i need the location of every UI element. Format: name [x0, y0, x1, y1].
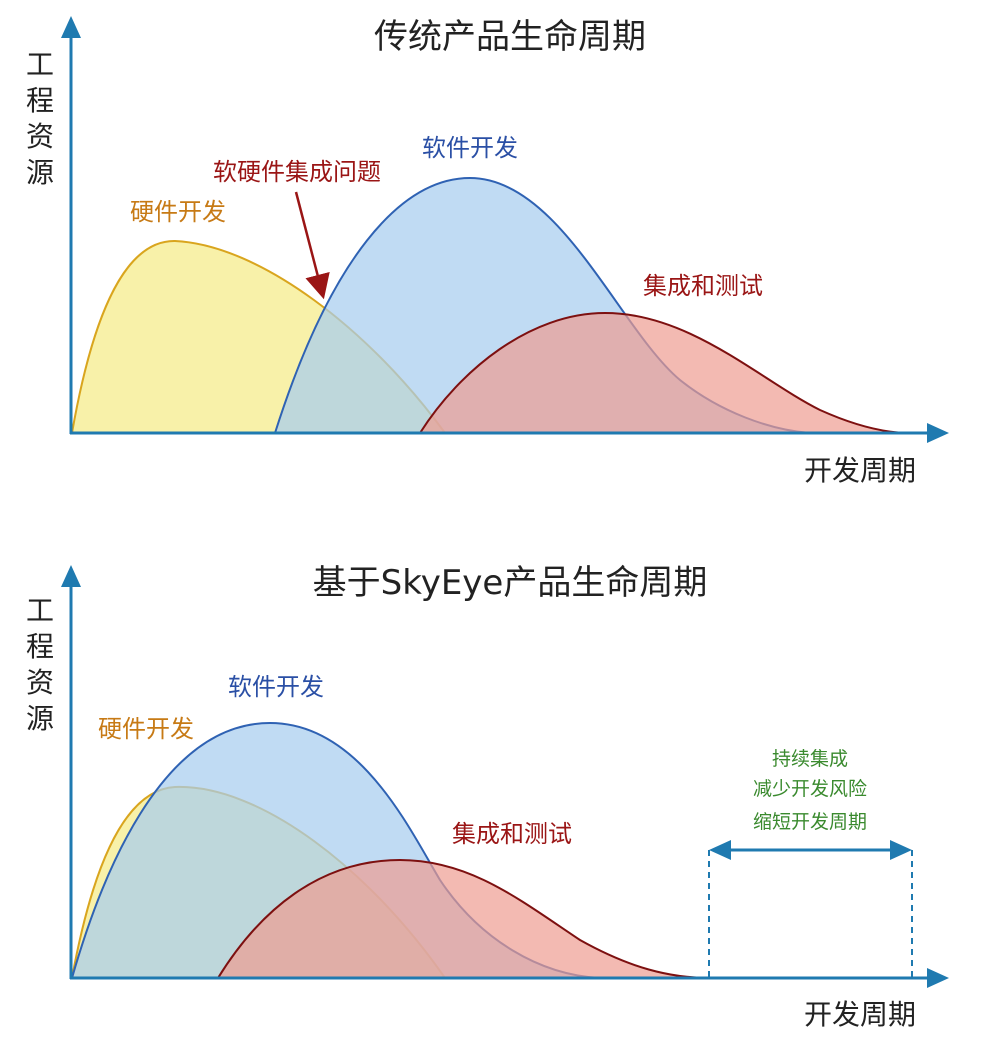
- bottom-integration-label: 集成和测试: [452, 820, 572, 848]
- top-x-arrowhead: [927, 423, 949, 443]
- bottom-x-label: 开发周期: [804, 998, 916, 1031]
- top-issue-arrow: [294, 191, 330, 300]
- benefit-right-arrowhead: [890, 840, 912, 860]
- bottom-software-label: 软件开发: [228, 673, 324, 701]
- top-x-label: 开发周期: [804, 454, 916, 487]
- top-integration-area: [418, 311, 911, 434]
- top-issue-label: 软硬件集成问题: [213, 158, 381, 186]
- bottom-x-arrowhead: [927, 968, 949, 988]
- svg-text:资: 资: [26, 666, 54, 699]
- svg-text:工: 工: [26, 594, 54, 627]
- benefit-annotation: 持续集成 减少开发风险 缩短开发周期: [708, 748, 913, 978]
- benefit-line-3: 缩短开发周期: [753, 811, 867, 833]
- svg-text:源: 源: [26, 702, 54, 735]
- traditional-lifecycle-chart: 传统产品生命周期 工 程 资 源 开发周期 硬件开发 软件开发 集成和测试 软硬…: [26, 16, 949, 487]
- svg-text:程: 程: [26, 84, 54, 117]
- top-y-arrowhead: [61, 16, 81, 38]
- svg-text:源: 源: [26, 156, 54, 189]
- bottom-y-arrowhead: [61, 565, 81, 587]
- bottom-hardware-label: 硬件开发: [98, 715, 194, 743]
- top-title: 传统产品生命周期: [374, 17, 646, 57]
- svg-text:程: 程: [26, 630, 54, 663]
- bottom-title: 基于SkyEye产品生命周期: [313, 563, 708, 603]
- benefit-line-2: 减少开发风险: [753, 778, 867, 800]
- svg-text:工: 工: [26, 48, 54, 81]
- skyeye-lifecycle-chart: 基于SkyEye产品生命周期 工 程 资 源 开发周期 硬件开发 软件开发 集成…: [26, 563, 949, 1031]
- bottom-integration-area: [216, 858, 711, 979]
- top-y-label: 工 程 资 源: [26, 48, 54, 189]
- top-software-label: 软件开发: [422, 134, 518, 162]
- svg-text:资: 资: [26, 120, 54, 153]
- top-hardware-label: 硬件开发: [130, 198, 226, 226]
- top-integration-label: 集成和测试: [643, 272, 763, 300]
- benefit-left-arrowhead: [709, 840, 731, 860]
- benefit-line-1: 持续集成: [772, 748, 848, 770]
- bottom-y-label: 工 程 资 源: [26, 594, 54, 735]
